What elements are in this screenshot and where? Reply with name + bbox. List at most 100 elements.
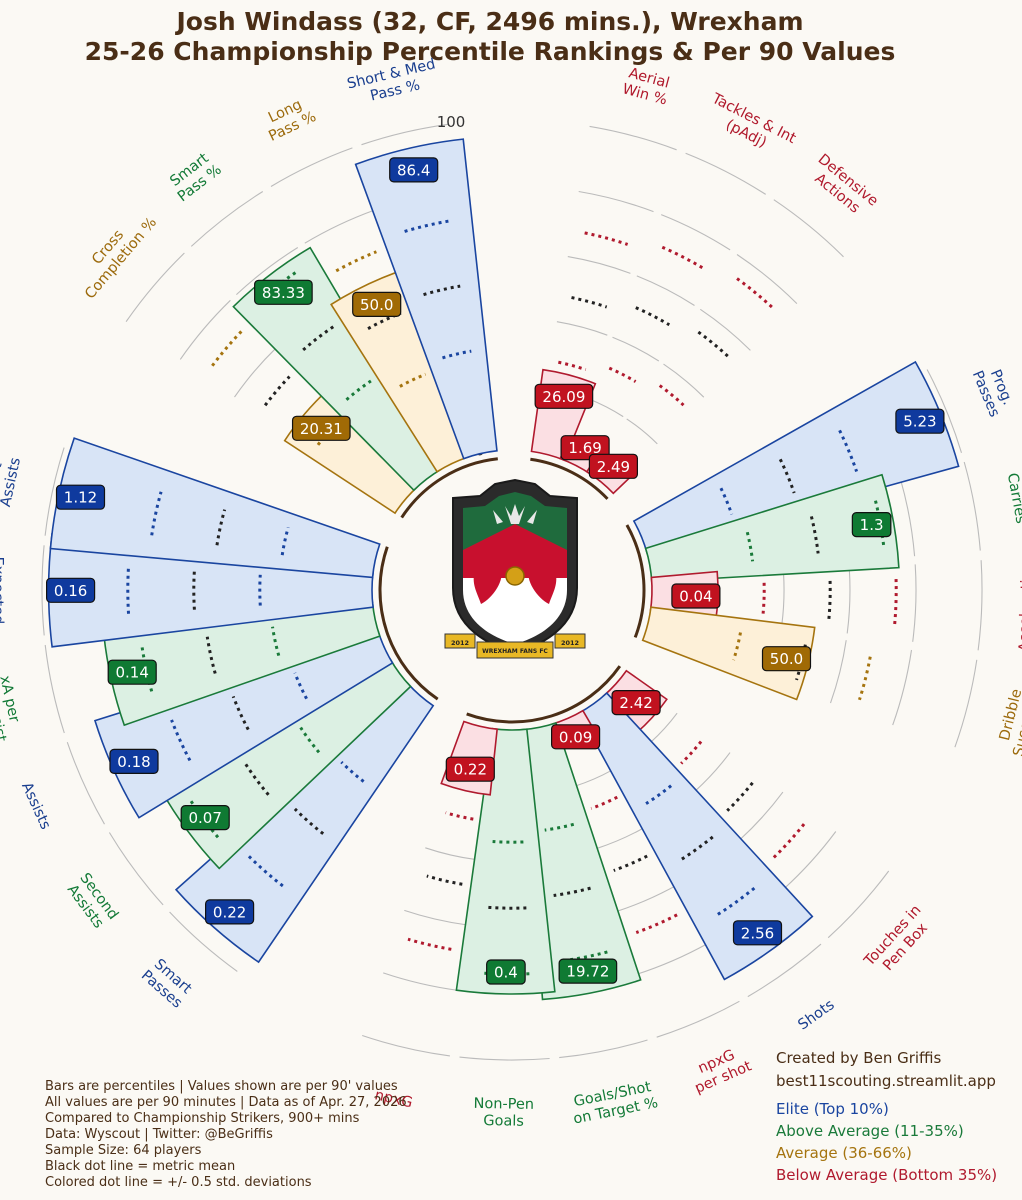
value-label: 2.42 [611,689,661,716]
percentile-bar [93,630,394,819]
mean-std-dot-line [126,566,131,614]
mean-std-dot-line [399,372,427,388]
mean-std-dot-line [487,905,527,910]
mean-std-dot-line [247,854,284,888]
crest-year-left: 2012 [451,639,469,647]
value-label-text: 26.09 [542,388,585,406]
value-label-box [851,511,892,538]
footer-note: All values are per 90 minutes | Data as … [45,1095,407,1110]
mean-std-dot-line [445,811,474,821]
mean-std-dot-line [608,366,637,383]
metric-label-line: Acceleration [1017,561,1022,652]
mean-std-dot-lines [126,219,898,976]
mean-std-dot-line [584,231,629,246]
mean-std-dot-line [558,360,587,372]
group-divider-arc [625,524,646,638]
value-label-box [352,291,402,317]
mean-std-dot-line [827,580,832,620]
mean-std-dot-line [635,306,671,327]
mean-std-dot-line [340,760,365,783]
value-label-text: 0.07 [188,809,221,827]
value-label: 86.4 [389,157,439,183]
mean-std-dot-line [772,823,806,860]
value-label-text: 0.18 [117,753,150,771]
mean-std-dot-line [150,491,163,536]
mean-std-dot-line [590,795,618,810]
metric-label-line: Carries [1004,472,1022,525]
mean-std-dot-line [170,719,192,762]
club-crest-logo: 2012 WREXHAM FANS FC 2012 [444,478,586,659]
mean-std-dot-line [215,509,227,546]
mean-std-dot-line [635,913,678,934]
mean-std-dot-line [205,636,217,674]
value-label-text: 0.22 [213,903,246,921]
metric-label-line: Goals [483,1113,524,1130]
metric-label: Tackles & Int(pAdj) [708,90,798,151]
value-label-box [389,157,439,183]
metric-label: Prog.Passes [969,367,1016,419]
value-label-text: 1.12 [64,489,97,507]
percentile-bar [632,360,960,554]
group-divider-arc [530,457,609,500]
mean-std-dot-line [244,762,270,796]
tier-legend: Elite (Top 10%) Above Average (11-35%) Ave… [776,1100,997,1184]
mean-std-dot-line [893,579,898,627]
value-label: 50.0 [352,291,402,317]
value-label-box [534,383,594,409]
value-label-box [445,756,495,782]
value-label: 83.33 [254,279,313,305]
mean-std-dot-line [404,219,450,233]
mean-std-dot-line [795,644,807,681]
credit-author: Created by Ben Griffis [776,1049,942,1067]
mean-std-dot-line [562,950,608,963]
mean-std-dot-line [761,582,766,614]
mean-std-dot-line [680,835,714,861]
mean-std-dot-line [697,330,730,358]
group-divider-arc [466,665,622,724]
mean-std-dot-line [299,726,321,754]
value-label: 0.07 [180,804,230,831]
value-label-box [895,408,945,434]
percentile-bar [354,138,498,460]
metric-label: Assists [18,780,53,832]
mean-std-dot-line [192,570,196,610]
value-label: 0.18 [109,748,159,775]
legend-entry: Average (36-66%) [776,1144,912,1162]
value-label-box [205,899,255,925]
percentile-bar [174,682,435,964]
mean-std-dot-line [715,886,756,917]
value-label: 2.49 [588,453,639,479]
legend-entry: Below Average (Bottom 35%) [776,1166,997,1184]
value-label-text: 50.0 [360,296,393,314]
mean-std-dot-line [263,375,291,407]
value-label: 0.22 [205,899,255,925]
value-label: 5.23 [895,408,945,434]
metric-label: xA perShot Assist [0,662,22,744]
footer-note: Data: Wyscout | Twitter: @BeGriffis [45,1127,273,1142]
mean-std-dot-line [613,854,648,872]
mean-std-dot-line [661,245,704,270]
mean-std-dot-line [719,487,734,515]
value-label: 0.04 [671,583,721,609]
footer-notes: Bars are percentiles | Values shown are … [45,1079,407,1190]
mean-std-dot-line [423,284,461,297]
mean-std-dot-line [293,672,308,700]
footer-note: Compared to Championship Strikers, 900+ … [45,1111,360,1126]
mean-std-dot-line [680,740,703,765]
mean-std-dot-line [838,429,859,472]
crest-year-right: 2012 [561,639,579,647]
value-label-box [254,279,313,305]
value-label: 50.0 [761,646,812,672]
metric-label-line: Expected [0,557,6,625]
value-label: 0.09 [550,724,601,750]
footer-note: Black dot line = metric mean [45,1159,235,1174]
mean-std-dot-line [231,695,250,731]
value-label-text: 5.23 [903,413,936,431]
